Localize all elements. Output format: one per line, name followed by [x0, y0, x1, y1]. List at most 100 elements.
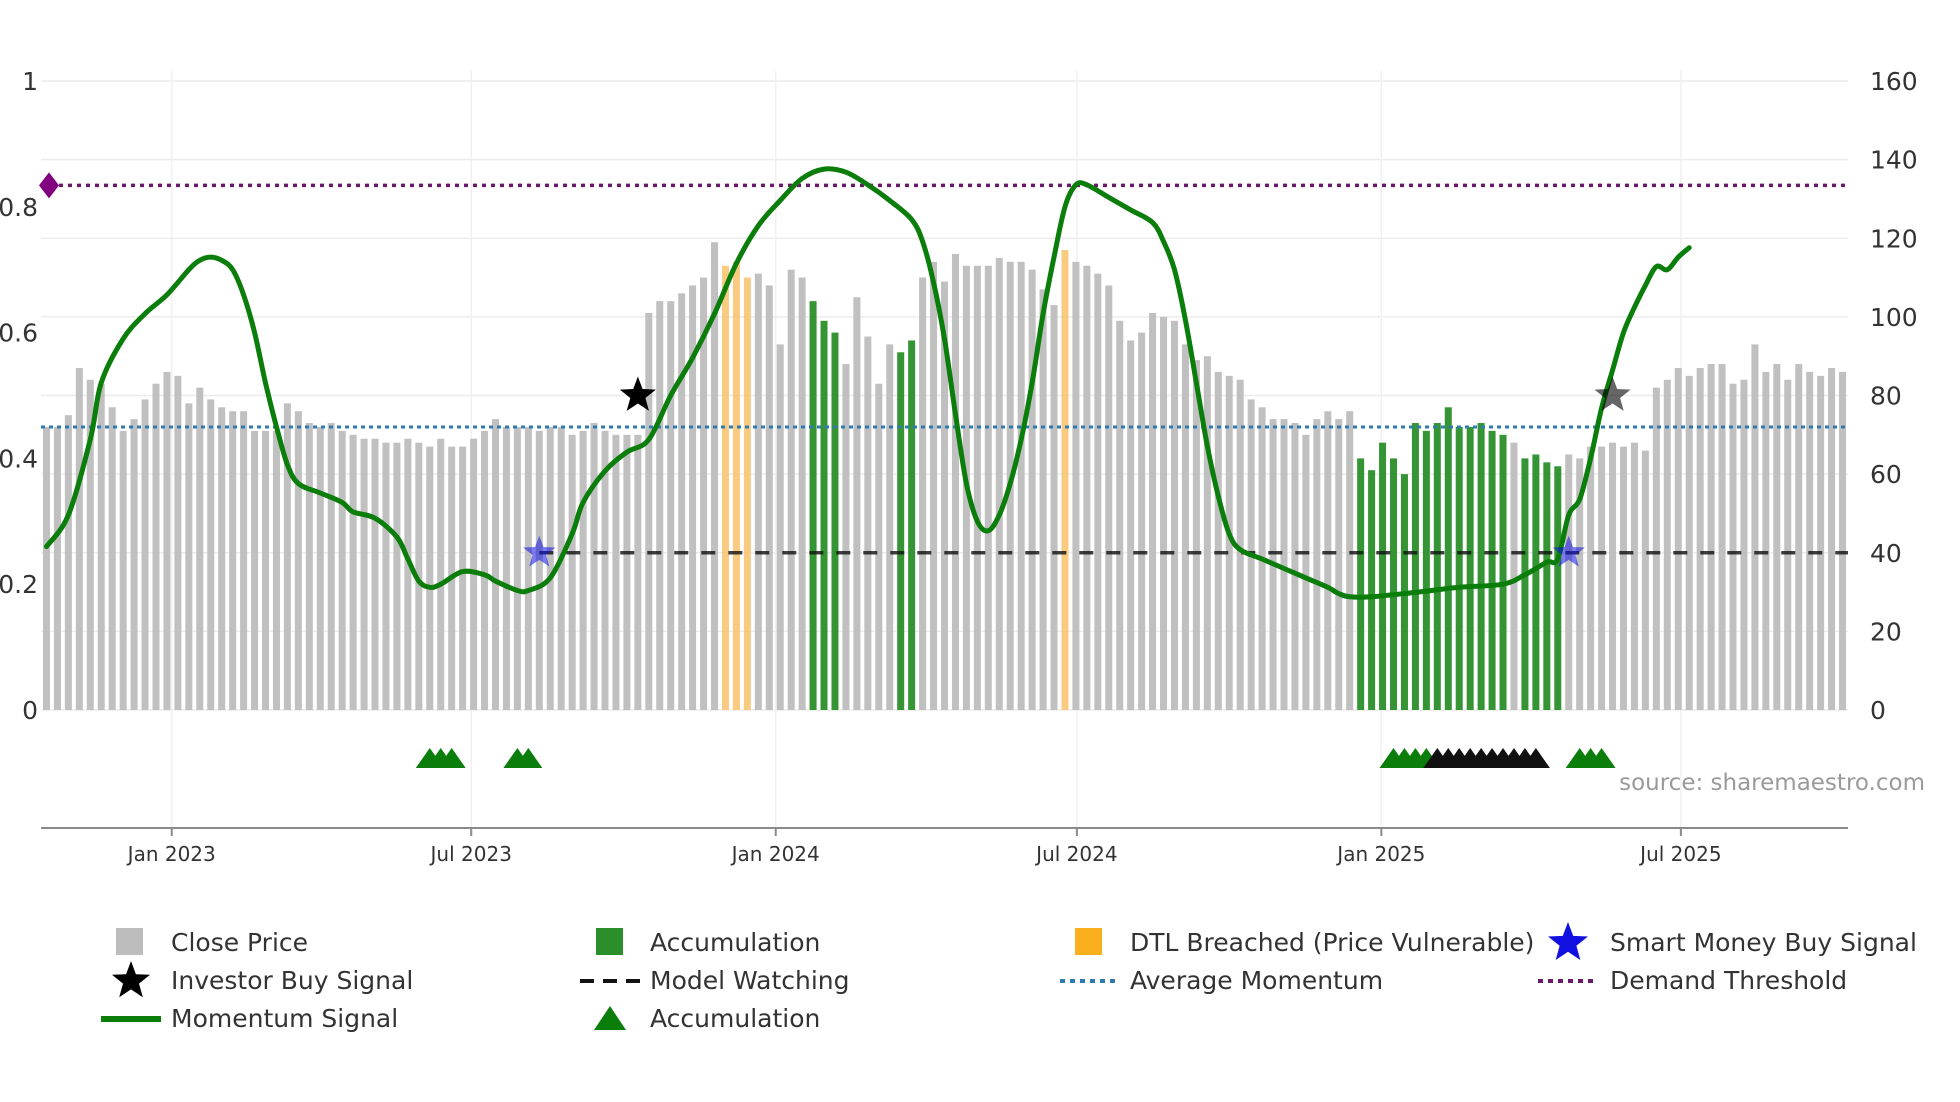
accumulation-bar — [1466, 426, 1474, 710]
accumulation-triangle — [514, 748, 543, 768]
accumulation-bar — [820, 320, 828, 710]
price-bar — [141, 399, 149, 710]
left-tick-label: 0 — [22, 696, 38, 725]
legend-label: Accumulation — [650, 928, 820, 957]
accumulation-bar — [1411, 423, 1419, 710]
legend-item-accumulation-triangle: Accumulation — [594, 1004, 820, 1033]
price-bar — [108, 407, 116, 710]
price-bar — [1214, 371, 1222, 710]
right-tick-label: 160 — [1870, 67, 1918, 96]
price-bar — [262, 430, 270, 710]
price-bar — [272, 430, 280, 710]
price-bar — [700, 277, 708, 710]
price-bar — [1839, 371, 1847, 710]
price-bar — [426, 446, 434, 710]
legend-label: Momentum Signal — [171, 1004, 398, 1033]
price-bar — [765, 285, 773, 710]
price-bar — [119, 430, 127, 710]
price-bar — [524, 426, 532, 710]
accumulation-bar — [1390, 458, 1398, 710]
price-bar — [1302, 434, 1310, 710]
price-bar — [1729, 383, 1737, 710]
legend-item-demand-threshold: Demand Threshold — [1538, 966, 1847, 995]
price-bar — [404, 438, 412, 710]
right-axis: 0 20 40 60 80 100 120 140 160 — [1870, 67, 1918, 725]
start-diamond-marker — [39, 172, 59, 199]
reference-lines — [39, 172, 1848, 555]
price-bar — [941, 281, 949, 710]
legend-label: Close Price — [171, 928, 308, 957]
price-bar — [1203, 356, 1211, 710]
price-bar — [1050, 305, 1058, 710]
price-bar — [42, 426, 50, 710]
accumulation-bar — [1379, 442, 1387, 710]
price-bar — [1510, 442, 1518, 710]
legend-item-average-momentum: Average Momentum — [1060, 966, 1383, 995]
price-bar — [338, 430, 346, 710]
price-bar — [973, 265, 981, 710]
legend-label: Accumulation — [650, 1004, 820, 1033]
signal-markers — [523, 376, 1631, 567]
price-bar — [995, 257, 1003, 710]
price-bar — [1324, 411, 1332, 710]
price-bar — [1017, 261, 1025, 710]
x-tick-label: Jul 2024 — [1034, 842, 1117, 866]
investor-buy-star — [1594, 376, 1631, 411]
price-bar — [185, 403, 193, 710]
price-bar — [1170, 320, 1178, 710]
price-bar — [1105, 285, 1113, 710]
right-tick-label: 0 — [1870, 696, 1886, 725]
price-bar — [1828, 367, 1836, 710]
price-bar — [1236, 379, 1244, 710]
legend-item-accumulation: Accumulation — [596, 928, 820, 957]
price-bar — [1784, 379, 1792, 710]
price-bar — [371, 438, 379, 710]
price-bar — [294, 411, 302, 710]
price-bar — [415, 442, 423, 710]
left-tick-label: 0.8 — [0, 193, 38, 222]
price-bar — [459, 446, 467, 710]
blue-star-icon — [1548, 922, 1588, 960]
smart-money-buy-star — [523, 535, 556, 567]
accumulation-bar — [1521, 458, 1529, 710]
price-bar — [196, 387, 204, 710]
price-bar — [207, 399, 215, 710]
gray-square-icon — [116, 928, 143, 955]
smart-money-buy-star — [1552, 535, 1585, 567]
price-bar — [1718, 364, 1726, 710]
accumulation-bar — [1422, 430, 1430, 710]
investor-buy-star — [619, 376, 656, 411]
x-tick-label: Jan 2024 — [730, 842, 820, 866]
price-bar — [251, 430, 259, 710]
accumulation-bar — [1455, 426, 1463, 710]
price-bar — [634, 434, 642, 710]
price-bar — [1039, 289, 1047, 710]
price-bar — [1346, 411, 1354, 710]
price-bar — [1138, 332, 1146, 710]
price-bar — [645, 312, 653, 710]
left-axis: 0 0.2 0.4 0.6 0.8 1 — [0, 67, 38, 725]
price-bar — [130, 419, 138, 710]
price-bar — [656, 301, 664, 710]
x-tick-label: Jul 2023 — [429, 842, 512, 866]
price-bar — [546, 426, 554, 710]
price-bar — [163, 371, 171, 710]
price-bar — [919, 277, 927, 710]
price-bar — [623, 434, 631, 710]
price-bar — [1641, 450, 1649, 710]
right-tick-label: 120 — [1870, 224, 1918, 253]
price-bar — [754, 273, 762, 710]
price-bar — [174, 375, 182, 710]
price-bar — [1707, 364, 1715, 710]
price-bar — [678, 293, 686, 710]
price-bar — [601, 430, 609, 710]
price-bar — [1773, 364, 1781, 710]
price-bar — [1806, 371, 1814, 710]
price-bar — [349, 434, 357, 710]
price-bar — [612, 434, 620, 710]
price-bar — [711, 242, 719, 710]
price-bar — [229, 411, 237, 710]
legend-item-close-price: Close Price — [116, 928, 308, 957]
price-bar — [481, 430, 489, 710]
price-bar — [1313, 419, 1321, 710]
